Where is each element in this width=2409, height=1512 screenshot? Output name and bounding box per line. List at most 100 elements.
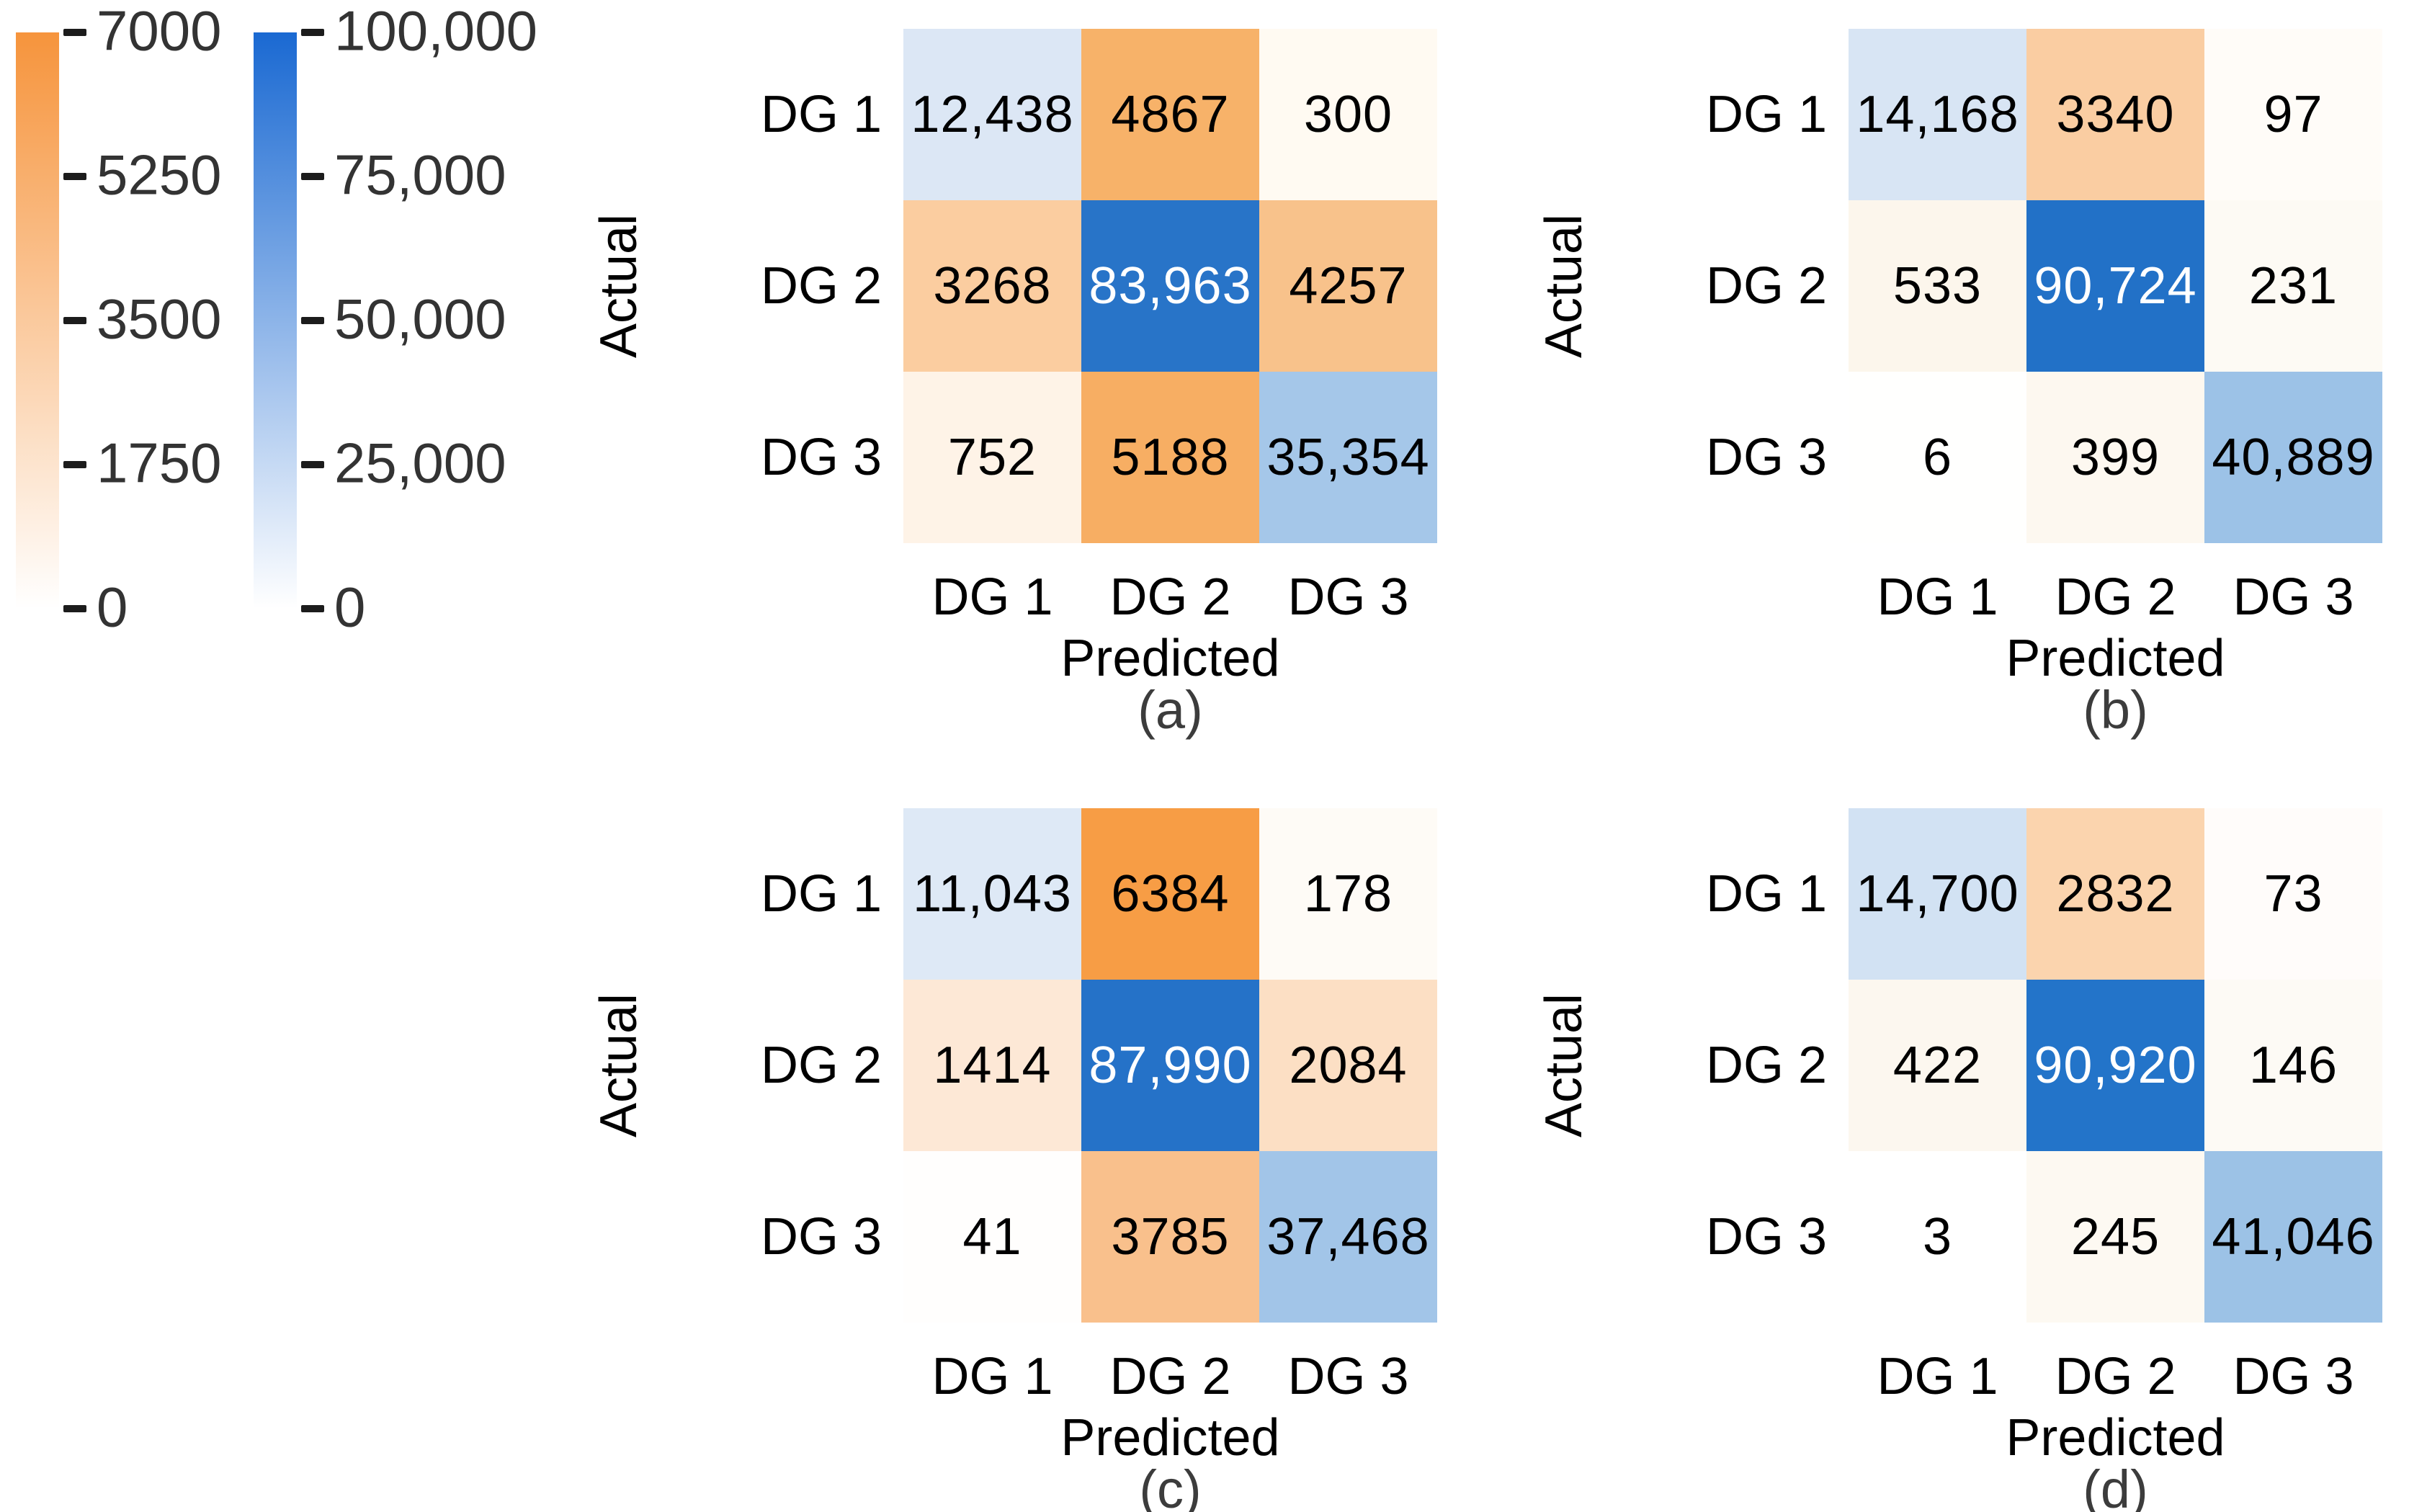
matrix-cell: 41 <box>903 1151 1081 1323</box>
col-label: DG 3 <box>1287 568 1409 626</box>
matrix-cell: 146 <box>2204 980 2382 1151</box>
matrix-cell: 97 <box>2204 29 2382 200</box>
orange-tick-label: 3500 <box>97 287 222 351</box>
tick-mark-icon <box>301 605 324 612</box>
y-axis-label: Actual <box>1521 29 1607 543</box>
col-label: DG 3 <box>2233 1348 2354 1405</box>
matrix-cell: 41,046 <box>2204 1151 2382 1323</box>
matrix-cell: 399 <box>2026 372 2204 543</box>
heatmap-grid: 14,168 3340 97 533 90,724 231 6 399 40,8… <box>1849 29 2382 543</box>
x-axis-label: Predicted <box>2006 1409 2225 1467</box>
orange-tick-label: 7000 <box>97 0 222 63</box>
matrix-cell: 5188 <box>1081 372 1259 543</box>
matrix-cell: 3340 <box>2026 29 2204 200</box>
subplot-caption: (a) <box>1138 680 1203 740</box>
matrix-cell: 35,354 <box>1259 372 1437 543</box>
x-tick-labels: DG 1 DG 2 DG 3 <box>903 1347 1437 1406</box>
orange-colorbar: 7000 5250 3500 1750 0 <box>16 0 376 639</box>
orange-colorbar-gradient <box>16 32 59 609</box>
matrix-cell: 83,963 <box>1081 200 1259 372</box>
tick-mark-icon <box>301 29 324 36</box>
col-label: DG 2 <box>2055 568 2176 626</box>
subplot-caption: (d) <box>2083 1459 2148 1512</box>
y-axis-label: Actual <box>576 29 662 543</box>
matrix-cell: 1414 <box>903 980 1081 1151</box>
matrix-cell: 14,168 <box>1849 29 2026 200</box>
orange-tick-label: 0 <box>97 575 128 639</box>
matrix-cell: 2832 <box>2026 808 2204 980</box>
matrix-cell: 3268 <box>903 200 1081 372</box>
tick-mark-icon <box>301 317 324 324</box>
matrix-cell: 11,043 <box>903 808 1081 980</box>
matrix-cell: 533 <box>1849 200 2026 372</box>
matrix-cell: 14,700 <box>1849 808 2026 980</box>
matrix-cell: 6384 <box>1081 808 1259 980</box>
matrix-cell: 90,920 <box>2026 980 2204 1151</box>
x-axis-label: Predicted <box>2006 630 2225 687</box>
blue-tick-label: 75,000 <box>334 143 506 207</box>
tick-mark-icon <box>63 461 86 468</box>
matrix-cell: 6 <box>1849 372 2026 543</box>
matrix-cell: 245 <box>2026 1151 2204 1323</box>
x-tick-labels: DG 1 DG 2 DG 3 <box>1849 1347 2382 1406</box>
col-label: DG 1 <box>931 568 1053 626</box>
tick-mark-icon <box>301 173 324 180</box>
tick-mark-icon <box>63 29 86 36</box>
x-tick-labels: DG 1 DG 2 DG 3 <box>903 568 1437 627</box>
matrix-cell: 37,468 <box>1259 1151 1437 1323</box>
y-axis-label-text: Actual <box>1535 213 1594 359</box>
y-axis-label: Actual <box>1521 808 1607 1323</box>
heatmap-grid: 12,438 4867 300 3268 83,963 4257 752 518… <box>903 29 1437 543</box>
blue-colorbar: 100,000 75,000 50,000 25,000 0 <box>254 0 614 639</box>
orange-tick-label: 5250 <box>97 143 222 207</box>
row-label: DG 1 <box>1705 86 1827 143</box>
tick-mark-icon <box>63 173 86 180</box>
blue-tick-label: 50,000 <box>334 287 506 351</box>
matrix-cell: 87,990 <box>1081 980 1259 1151</box>
x-tick-labels: DG 1 DG 2 DG 3 <box>1849 568 2382 627</box>
row-label: DG 1 <box>760 865 882 923</box>
matrix-cell: 4257 <box>1259 200 1437 372</box>
blue-colorbar-gradient <box>254 32 297 609</box>
y-axis-label-text: Actual <box>590 993 648 1138</box>
row-label: DG 3 <box>760 429 882 486</box>
x-axis-label: Predicted <box>1060 630 1280 687</box>
matrix-cell: 752 <box>903 372 1081 543</box>
col-label: DG 1 <box>931 1348 1053 1405</box>
matrix-cell: 4867 <box>1081 29 1259 200</box>
row-label: DG 3 <box>760 1208 882 1266</box>
matrix-cell: 12,438 <box>903 29 1081 200</box>
subplot-caption: (c) <box>1139 1459 1202 1512</box>
col-label: DG 3 <box>1287 1348 1409 1405</box>
y-axis-label-text: Actual <box>590 213 648 359</box>
col-label: DG 3 <box>2233 568 2354 626</box>
orange-tick-label: 1750 <box>97 431 222 495</box>
col-label: DG 2 <box>2055 1348 2176 1405</box>
col-label: DG 2 <box>1109 568 1231 626</box>
y-axis-label: Actual <box>576 808 662 1323</box>
col-label: DG 1 <box>1877 1348 1998 1405</box>
row-label: DG 2 <box>1705 1037 1827 1094</box>
matrix-cell: 40,889 <box>2204 372 2382 543</box>
row-label: DG 3 <box>1705 1208 1827 1266</box>
matrix-cell: 300 <box>1259 29 1437 200</box>
row-label: DG 2 <box>760 257 882 315</box>
row-label: DG 1 <box>760 86 882 143</box>
blue-tick-label: 25,000 <box>334 431 506 495</box>
matrix-cell: 3785 <box>1081 1151 1259 1323</box>
matrix-cell: 90,724 <box>2026 200 2204 372</box>
matrix-cell: 178 <box>1259 808 1437 980</box>
y-axis-label-text: Actual <box>1535 993 1594 1138</box>
row-label: DG 2 <box>760 1037 882 1094</box>
tick-mark-icon <box>301 461 324 468</box>
tick-mark-icon <box>63 317 86 324</box>
col-label: DG 1 <box>1877 568 1998 626</box>
matrix-cell: 422 <box>1849 980 2026 1151</box>
matrix-cell: 2084 <box>1259 980 1437 1151</box>
blue-tick-label: 0 <box>334 575 366 639</box>
matrix-cell: 231 <box>2204 200 2382 372</box>
tick-mark-icon <box>63 605 86 612</box>
row-label: DG 2 <box>1705 257 1827 315</box>
row-label: DG 3 <box>1705 429 1827 486</box>
